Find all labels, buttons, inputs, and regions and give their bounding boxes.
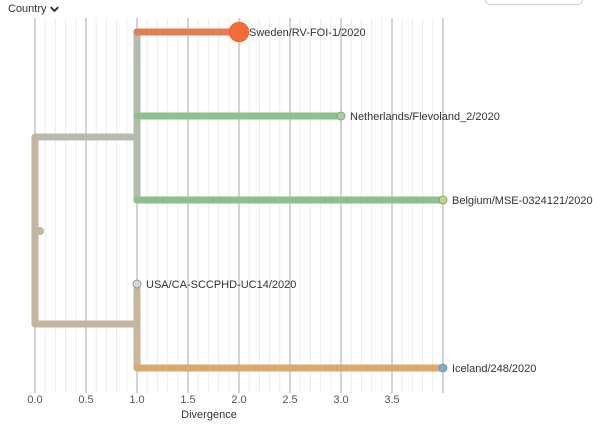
axis-tick-label: 0.5: [78, 394, 93, 406]
tip-labels: Sweden/RV-FOI-1/2020 Netherlands/Flevolan…: [146, 27, 593, 375]
axis-label: Divergence: [181, 409, 237, 421]
axis-tick-label: 3.5: [384, 394, 399, 406]
tip-label: Sweden/RV-FOI-1/2020: [249, 27, 366, 39]
divergence-axis: Divergence 0.0 0.5 1.0 1.5 2.0 2.5 3.0 3.5: [27, 394, 399, 421]
color-by-dropdown[interactable]: Country: [8, 3, 59, 15]
axis-tick-label: 1.5: [180, 394, 195, 406]
tip-node: [336, 111, 346, 121]
tip-label: Iceland/248/2020: [452, 363, 536, 375]
root-node: [36, 227, 44, 235]
tip-label: USA/CA-SCCPHD-UC14/2020: [146, 279, 296, 291]
tree-branches: [31, 28, 447, 372]
tip-node: [438, 195, 448, 205]
axis-tick-label: 2.5: [282, 394, 297, 406]
tip-label: Belgium/MSE-0324121/2020: [452, 195, 593, 207]
tree-nodes: [36, 21, 448, 373]
tip-label: Netherlands/Flevoland_2/2020: [350, 111, 500, 123]
axis-tick-label: 2.0: [231, 394, 246, 406]
grid-lines: [34, 18, 444, 393]
chevron-down-icon: [49, 6, 59, 12]
axis-tick-label: 1.0: [129, 394, 144, 406]
axis-tick-label: 3.0: [333, 394, 348, 406]
color-by-label: Country: [8, 3, 47, 15]
axis-tick-label: 0.0: [27, 394, 42, 406]
tip-node: [228, 21, 250, 43]
tip-node: [132, 279, 142, 289]
tip-node: [438, 363, 448, 373]
